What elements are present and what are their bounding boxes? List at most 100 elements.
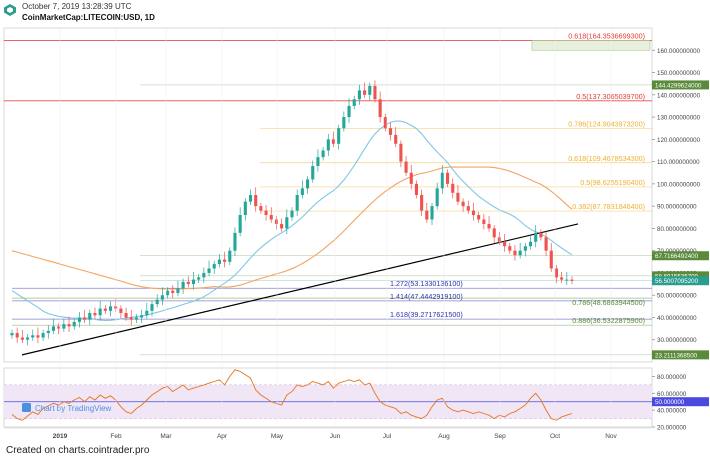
- candle: [518, 242, 522, 259]
- candle: [414, 180, 418, 199]
- price-y-tick-label: 160.000000000: [657, 48, 701, 55]
- candle: [176, 280, 180, 297]
- candle: [461, 198, 465, 212]
- candle: [150, 300, 154, 317]
- candle-body: [456, 192, 460, 202]
- candle: [10, 329, 14, 339]
- candle: [155, 294, 159, 308]
- candle-body: [145, 310, 149, 316]
- candle-body: [264, 210, 268, 216]
- candle: [124, 307, 128, 321]
- candle-body: [352, 99, 356, 106]
- candle-body: [534, 232, 538, 242]
- candle-body: [446, 172, 450, 184]
- cointrader-logo-icon: [4, 4, 16, 16]
- candle: [248, 189, 253, 206]
- candle: [31, 329, 35, 341]
- candle: [15, 327, 19, 344]
- candle-body: [155, 299, 159, 305]
- ma-slow-line: [11, 166, 573, 290]
- candle-body: [295, 195, 299, 211]
- candle-body: [212, 264, 216, 269]
- candle: [565, 271, 569, 286]
- candle: [570, 276, 574, 285]
- price-y-tick-label: 110.000000000: [657, 159, 700, 166]
- candle: [259, 202, 263, 214]
- candle: [207, 260, 211, 277]
- x-tick-label: Mar: [160, 433, 172, 440]
- candle: [197, 274, 201, 283]
- price-y-tick-label: 150.000000000: [657, 70, 701, 77]
- candle: [394, 127, 398, 148]
- candle-body: [471, 210, 476, 216]
- candle-body: [248, 195, 253, 202]
- x-tick-label: Jul: [383, 433, 392, 440]
- candle: [503, 233, 507, 252]
- candle-body: [274, 219, 278, 224]
- candle: [83, 309, 87, 324]
- candle-body: [238, 215, 242, 233]
- candle: [523, 242, 527, 257]
- candle-body: [466, 206, 470, 211]
- candle-body: [539, 232, 543, 238]
- candle: [181, 278, 185, 295]
- candle: [513, 245, 517, 261]
- candle: [57, 323, 61, 335]
- candle: [399, 140, 403, 168]
- candle-body: [363, 90, 367, 95]
- candle: [466, 200, 470, 214]
- rsi-y-tick-label: 60.000000: [657, 391, 687, 398]
- candle-body: [26, 337, 30, 340]
- candle-body: [497, 237, 501, 242]
- candle: [352, 95, 356, 110]
- fib-level-label: 0.5(137.3065039700): [576, 92, 645, 101]
- candle-body: [217, 259, 221, 265]
- candle-body: [337, 128, 341, 144]
- candle-body: [503, 241, 507, 247]
- candle: [114, 298, 118, 312]
- candle: [560, 271, 564, 283]
- candle: [487, 216, 491, 232]
- candle: [295, 189, 299, 217]
- candle-body: [414, 183, 418, 195]
- candle-body: [378, 99, 382, 118]
- candle-body: [435, 188, 439, 207]
- price-y-tick-label: 130.000000000: [657, 115, 701, 122]
- candle-body: [482, 219, 486, 224]
- candle-body: [477, 215, 481, 220]
- candle-body: [508, 246, 512, 251]
- candle-body: [316, 157, 320, 167]
- candle: [316, 149, 320, 172]
- candle: [67, 316, 71, 332]
- candle-body: [129, 317, 133, 320]
- candle: [77, 311, 81, 328]
- price-tag-label: 67.7166492400: [655, 253, 699, 260]
- candle: [243, 198, 247, 221]
- chart-canvas[interactable]: 0.618(164.3536699300) 0.5(137.3065039700)…: [0, 0, 710, 440]
- candle: [435, 182, 439, 210]
- price-y-tick-label: 50.000000000: [657, 293, 697, 300]
- candle: [373, 80, 377, 103]
- candle-body: [306, 179, 310, 189]
- support-trendline: [21, 223, 579, 356]
- candle-body: [554, 268, 558, 278]
- candle-body: [342, 117, 346, 129]
- candle: [212, 260, 216, 275]
- x-tick-label: Oct: [550, 433, 560, 440]
- candle: [254, 187, 258, 212]
- candle-body: [311, 166, 315, 180]
- fib-zone-box: [531, 40, 651, 51]
- candle: [171, 285, 175, 299]
- candle-body: [269, 215, 273, 220]
- candle-body: [103, 308, 107, 311]
- candle: [129, 309, 133, 326]
- candle-body: [388, 128, 393, 135]
- price-y-tick-label: 90.000000000: [657, 204, 697, 211]
- candle-body: [46, 330, 50, 334]
- candle: [274, 216, 278, 230]
- candle-body: [383, 117, 387, 129]
- candle-body: [440, 172, 444, 189]
- candle: [140, 309, 144, 324]
- candle: [98, 300, 102, 321]
- price-y-tick-label: 30.000000000: [657, 337, 697, 344]
